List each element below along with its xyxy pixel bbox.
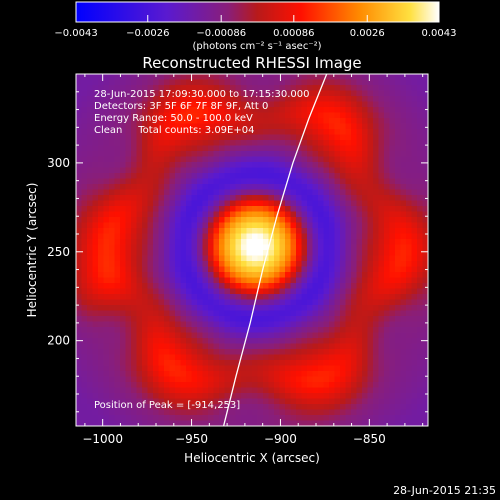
colorbar-units-label: (photons cm⁻² s⁻¹ asec⁻²) <box>192 41 321 52</box>
info-line-detectors: Detectors: 3F 5F 6F 7F 8F 9F, Att 0 <box>94 101 268 112</box>
solar-limb-line <box>222 74 328 426</box>
x-tick-label: −850 <box>353 432 386 446</box>
y-tick-label: 300 <box>47 156 70 170</box>
info-line-counts: Clean Total counts: 3.09E+04 <box>94 125 254 136</box>
plot-timestamp: 28-Jun-2015 21:35 <box>393 484 496 497</box>
chart-title: Reconstructed RHESSI Image <box>142 54 361 72</box>
y-axis-ticks: 200 250 300 <box>47 91 428 413</box>
x-tick-label: −1000 <box>82 432 123 446</box>
x-axis-ticks: −1000 −950 −900 −850 <box>82 74 424 446</box>
colorbar <box>75 1 440 23</box>
info-line-energy: Energy Range: 50.0 - 100.0 keV <box>94 113 253 124</box>
y-tick-label: 200 <box>47 334 70 348</box>
x-tick-label: −900 <box>264 432 297 446</box>
heatmap <box>76 74 428 426</box>
colorbar-tick-label: 0.0043 <box>422 28 457 39</box>
peak-position-label: Position of Peak = [-914,253] <box>94 400 240 411</box>
info-line-time: 28-Jun-2015 17:09:30.000 to 17:15:30.000 <box>94 89 310 100</box>
heatmap-image <box>76 74 428 426</box>
colorbar-tick-label: −0.0026 <box>126 28 169 39</box>
y-tick-label: 250 <box>47 245 70 259</box>
x-axis-label: Heliocentric X (arcsec) <box>184 451 320 465</box>
colorbar-ticks: −0.0043 −0.0026 −0.00086 0.00086 0.0026 0.004… <box>54 15 457 39</box>
y-axis-label: Heliocentric Y (arcsec) <box>25 183 39 318</box>
plot-frame <box>75 73 429 427</box>
x-tick-label: −950 <box>175 432 208 446</box>
colorbar-tick-label: −0.00086 <box>196 28 246 39</box>
colorbar-tick-label: −0.0043 <box>54 28 97 39</box>
colorbar-tick-label: 0.0026 <box>350 28 385 39</box>
colorbar-tick-label: 0.00086 <box>273 28 314 39</box>
